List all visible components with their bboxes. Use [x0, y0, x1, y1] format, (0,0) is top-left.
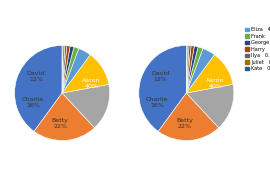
- Text: 12%: 12%: [0, 185, 1, 186]
- Text: Aaron
40%: Aaron 40%: [206, 78, 225, 89]
- Text: 16%: 16%: [0, 185, 1, 186]
- Wedge shape: [62, 55, 109, 93]
- Wedge shape: [62, 46, 65, 93]
- Text: 40%: 40%: [0, 185, 1, 186]
- Wedge shape: [62, 46, 67, 93]
- Wedge shape: [139, 46, 186, 131]
- Text: 12%: 12%: [0, 185, 1, 186]
- Text: David
12%: David 12%: [27, 71, 45, 82]
- Text: David
12%: David 12%: [151, 71, 169, 82]
- Wedge shape: [62, 84, 110, 128]
- Text: 4%: 4%: [0, 185, 1, 186]
- Legend: Eliza   4.4, Frank   1.7, George   1.3, Harry   1.1, Ilya   0.7, Juliet   0.6, K: Eliza 4.4, Frank 1.7, George 1.3, Harry …: [245, 27, 270, 72]
- Text: Betty
22%: Betty 22%: [176, 118, 193, 129]
- Text: Aaron
40%: Aaron 40%: [82, 78, 101, 89]
- Wedge shape: [62, 46, 63, 93]
- Wedge shape: [34, 93, 94, 140]
- Wedge shape: [186, 84, 234, 128]
- Wedge shape: [186, 46, 198, 93]
- Wedge shape: [62, 46, 70, 93]
- Wedge shape: [186, 46, 194, 93]
- Text: 22%: 22%: [0, 185, 1, 186]
- Text: Charlie
16%: Charlie 16%: [146, 97, 168, 108]
- Wedge shape: [186, 46, 189, 93]
- Wedge shape: [186, 46, 187, 93]
- Wedge shape: [186, 46, 191, 93]
- Wedge shape: [186, 47, 203, 93]
- Text: 16%: 16%: [0, 185, 1, 186]
- Text: Betty
22%: Betty 22%: [52, 118, 69, 129]
- Wedge shape: [62, 46, 74, 93]
- Wedge shape: [15, 46, 62, 131]
- Wedge shape: [186, 55, 233, 93]
- Wedge shape: [158, 93, 219, 140]
- Wedge shape: [62, 47, 79, 93]
- Text: Charlie
16%: Charlie 16%: [22, 97, 44, 108]
- Text: 40%: 40%: [0, 185, 1, 186]
- Text: 4%: 4%: [0, 185, 1, 186]
- Text: 22%: 22%: [0, 185, 1, 186]
- Wedge shape: [62, 49, 90, 93]
- Wedge shape: [186, 49, 214, 93]
